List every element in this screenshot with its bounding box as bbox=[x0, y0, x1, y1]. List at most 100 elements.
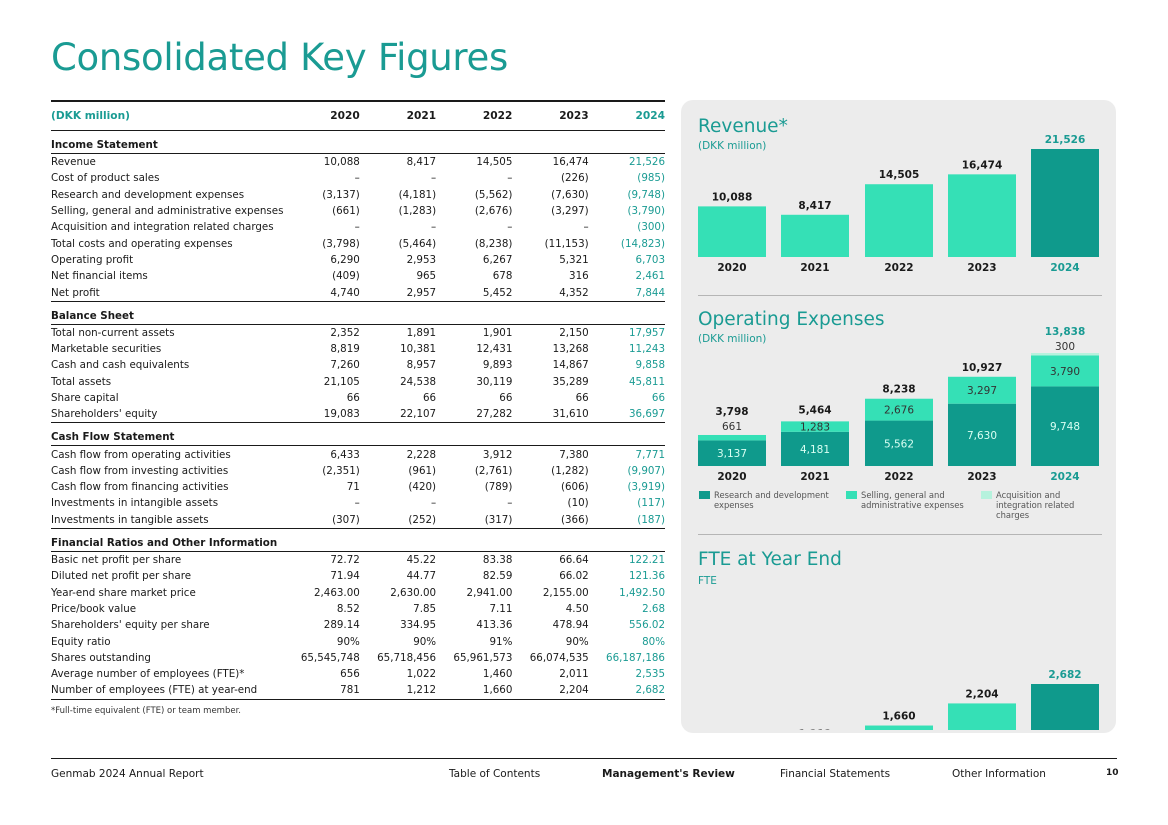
cell-value: 66 bbox=[651, 392, 665, 404]
table-row: Investments in intangible assets – – – (10) (… bbox=[51, 495, 665, 511]
cell-value: 19,083 bbox=[283, 406, 360, 424]
cell-value: (5,464) bbox=[398, 237, 437, 250]
cell-value: 10,381 bbox=[400, 343, 437, 356]
cell-value: (7,630) bbox=[551, 188, 589, 201]
nav-financial-statements[interactable]: Financial Statements bbox=[780, 768, 891, 780]
cell-value: (2,351) bbox=[322, 464, 360, 477]
nav-table-of-contents[interactable]: Table of Contents bbox=[449, 768, 541, 780]
opex-segment-2023 bbox=[948, 403, 1016, 466]
table-row: Total non-current assets 2,352 1,891 1,901 2… bbox=[51, 324, 665, 341]
revenue-year-label: 2020 bbox=[717, 262, 746, 274]
cell-value: 31,610 bbox=[512, 406, 589, 424]
unit-label: (DKK million) bbox=[51, 100, 284, 131]
opex-segment-label: 4,181 bbox=[800, 444, 830, 456]
cell-value: 66 bbox=[499, 392, 513, 404]
cell-value: 65,545,748 bbox=[300, 651, 360, 664]
cell-value: (252) bbox=[359, 511, 437, 529]
cell-value: 6,267 bbox=[482, 253, 513, 266]
cell-value: 6,433 bbox=[330, 448, 360, 461]
cell-value: 1,492.50 bbox=[619, 586, 665, 599]
cell-value: (307) bbox=[283, 511, 360, 529]
table-row: Cash and cash equivalents 7,260 8,957 9,893… bbox=[51, 357, 665, 373]
cell-value: 27,282 bbox=[436, 406, 513, 424]
table-row: Cost of product sales – – – (226) (985) bbox=[51, 170, 665, 186]
cell-value: 7,260 bbox=[330, 359, 360, 372]
legend-label: Research and development expenses bbox=[714, 490, 829, 510]
cell-value: 17,957 bbox=[628, 326, 665, 339]
cell-value: 80% bbox=[642, 635, 665, 648]
table-header-row: (DKK million) 2020 2021 2022 2023 2024 bbox=[51, 100, 665, 131]
fte-bar-2024 bbox=[1031, 684, 1099, 730]
row-label: Average number of employees (FTE)* bbox=[51, 668, 245, 681]
cell-value: (409) bbox=[332, 270, 360, 283]
opex-segment-label: 9,748 bbox=[1050, 421, 1080, 433]
table-row: Diluted net profit per share 71.94 44.77 82… bbox=[51, 568, 665, 584]
row-label: Net financial items bbox=[51, 270, 148, 283]
cell-value: – bbox=[507, 221, 513, 234]
cell-value: 91% bbox=[489, 635, 513, 648]
cell-value: – bbox=[583, 221, 589, 234]
fte-bar-2023 bbox=[948, 703, 1016, 730]
table-row: Share capital 66 66 66 66 66 bbox=[51, 390, 665, 406]
footer-rule bbox=[51, 758, 1117, 759]
table-row: Number of employees (FTE) at year-end 781… bbox=[51, 682, 665, 700]
cell-value: – bbox=[430, 497, 437, 510]
cell-value: 66 bbox=[575, 392, 589, 404]
section-header-row: Cash Flow Statement bbox=[51, 422, 665, 447]
opex-total-label: 3,798 bbox=[715, 406, 748, 418]
year-header: 2023 bbox=[512, 100, 589, 131]
cell-value: 82.59 bbox=[482, 570, 513, 583]
cell-value: 2,957 bbox=[359, 284, 437, 302]
cell-value: (961) bbox=[408, 464, 437, 477]
cell-value: 36,697 bbox=[588, 406, 665, 424]
legend-label: Selling, general and administrative expe… bbox=[861, 490, 964, 510]
cell-value: 2,155.00 bbox=[542, 586, 589, 599]
cell-value: 9,893 bbox=[482, 359, 513, 372]
cell-value: 2,011 bbox=[559, 668, 589, 681]
opex-segment-label: 7,630 bbox=[967, 430, 997, 442]
cell-value: 2,953 bbox=[406, 253, 437, 266]
page-number: 10 bbox=[1106, 768, 1119, 778]
opex-segment-label: 2,676 bbox=[884, 405, 914, 417]
cell-value: 5,452 bbox=[436, 284, 513, 302]
cell-value: – bbox=[354, 497, 360, 510]
opex-total-label: 13,838 bbox=[1045, 326, 1086, 338]
cell-value: (11,153) bbox=[544, 237, 589, 250]
cell-value: 1,460 bbox=[482, 668, 513, 681]
cell-value: 8,819 bbox=[330, 343, 360, 356]
cell-value: 2,630.00 bbox=[390, 586, 437, 599]
cell-value: 334.95 bbox=[400, 619, 437, 632]
cell-value: 2,463.00 bbox=[313, 586, 360, 599]
cell-value: 6,703 bbox=[635, 253, 665, 266]
section-header-row: Income Statement bbox=[51, 130, 665, 154]
legend-label: Acquisition and integration related char… bbox=[996, 490, 1075, 520]
row-label: Investments in intangible assets bbox=[51, 497, 219, 510]
cell-value: (1,283) bbox=[398, 205, 437, 218]
table-row: Shareholders' equity 19,083 22,107 27,282 31… bbox=[51, 406, 665, 424]
cell-value: (187) bbox=[588, 511, 665, 529]
cell-value: 656 bbox=[340, 668, 360, 681]
opex-segment-label: 1,283 bbox=[800, 422, 830, 434]
cell-value: 121.36 bbox=[628, 570, 665, 583]
cell-value: 2,352 bbox=[330, 326, 360, 339]
revenue-bar-2024 bbox=[1031, 149, 1099, 257]
cell-value: – bbox=[354, 172, 360, 185]
cell-value: (8,238) bbox=[474, 237, 513, 250]
legend-swatch bbox=[699, 491, 710, 499]
cell-value: 4,740 bbox=[283, 284, 360, 302]
table-row: Revenue 10,088 8,417 14,505 16,474 21,526 bbox=[51, 154, 665, 171]
cell-value: 14,505 bbox=[476, 156, 513, 169]
nav-other-information[interactable]: Other Information bbox=[952, 768, 1046, 780]
cell-value: (3,297) bbox=[551, 205, 589, 218]
cell-value: 965 bbox=[416, 270, 437, 283]
opex-segment-2022 bbox=[865, 420, 933, 466]
row-label: Research and development expenses bbox=[51, 188, 245, 201]
nav-managements-review[interactable]: Management's Review bbox=[602, 768, 735, 780]
cell-value: – bbox=[354, 221, 360, 234]
cell-value: 16,474 bbox=[552, 156, 589, 169]
cell-value: – bbox=[430, 221, 437, 234]
cell-value: 35,289 bbox=[552, 375, 589, 388]
row-label: Acquisition and integration related char… bbox=[51, 221, 274, 234]
table-row: Basic net profit per share 72.72 45.22 83.3… bbox=[51, 551, 665, 568]
year-header: 2024 bbox=[588, 100, 665, 131]
